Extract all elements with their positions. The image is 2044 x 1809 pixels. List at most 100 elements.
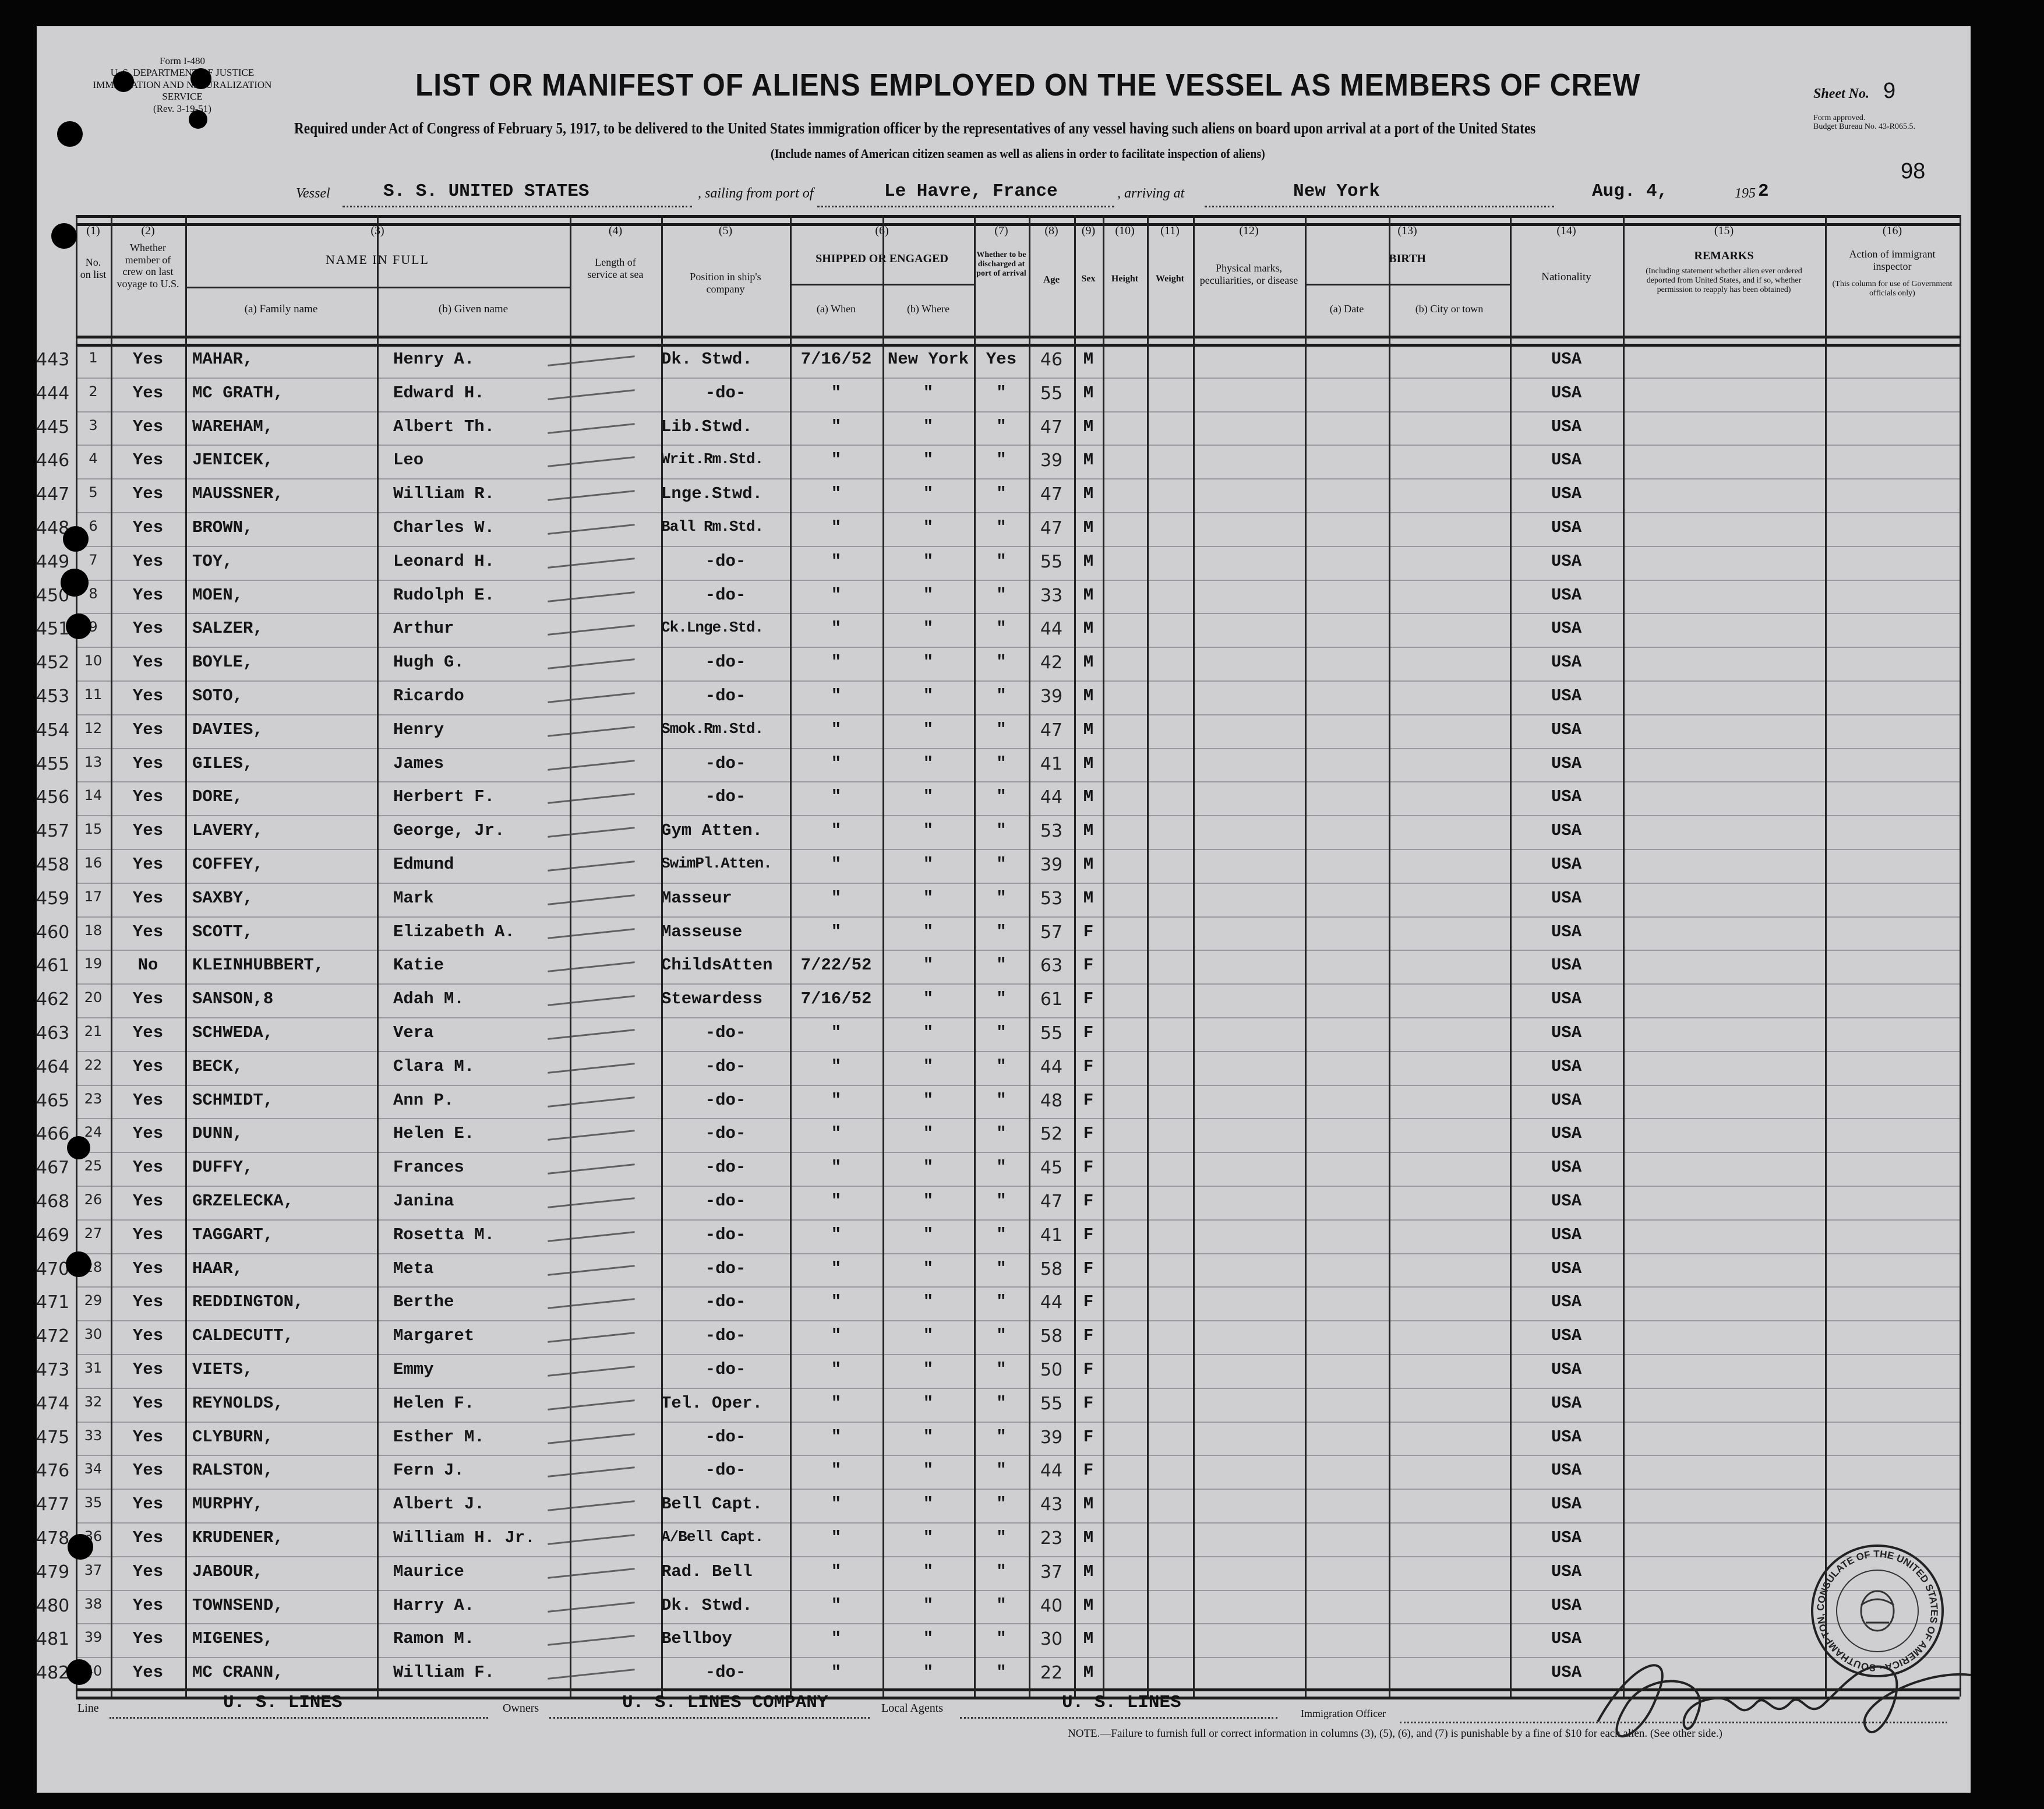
row-sex: M <box>1083 484 1094 504</box>
row-crew-last-voyage: Yes <box>132 1326 164 1346</box>
row-given-name: Hugh G. <box>393 653 464 672</box>
row-rule <box>76 983 1960 985</box>
row-crew-last-voyage: Yes <box>132 1528 164 1547</box>
row-crew-last-voyage: Yes <box>132 518 164 537</box>
row-shipped-when: " <box>831 1225 842 1244</box>
voyage-line: Vessel S. S. UNITED STATES , sailing fro… <box>296 178 1781 213</box>
row-age: 58 <box>1040 1258 1063 1279</box>
row-shipped-when: 7/16/52 <box>800 989 872 1009</box>
row-shipped-where: " <box>923 1595 934 1615</box>
header-given-name: (b) Given name <box>438 303 509 315</box>
row-sex: M <box>1083 1561 1094 1581</box>
row-age: 43 <box>1040 1494 1063 1515</box>
row-list-number: 6 <box>89 518 98 534</box>
column-rule <box>661 215 663 1697</box>
row-reference-number: 482 <box>36 1663 70 1684</box>
footer-agents: Line U. S. LINES Owners U. S. LINES COMP… <box>77 1692 2000 1727</box>
row-list-number: 39 <box>84 1629 103 1646</box>
row-age: 63 <box>1040 955 1063 976</box>
column-number-c5: (5) <box>718 224 733 237</box>
row-nationality: USA <box>1551 821 1582 841</box>
arriving-label: , arriving at <box>1117 186 1185 201</box>
row-rule <box>76 1118 1960 1120</box>
row-rule <box>76 478 1960 480</box>
row-age: 57 <box>1040 922 1063 943</box>
row-nationality: USA <box>1551 1461 1582 1480</box>
row-shipped-where: " <box>923 1360 934 1379</box>
row-discharge: " <box>996 1360 1007 1379</box>
row-given-name: Fern J. <box>393 1461 464 1480</box>
punch-hole <box>113 71 134 92</box>
row-reference-number: 456 <box>36 787 70 808</box>
header-birth: BIRTH <box>1389 252 1426 265</box>
row-shipped-where: New York <box>887 350 969 369</box>
row-crew-last-voyage: Yes <box>132 787 164 807</box>
row-position: -do- <box>705 653 746 672</box>
column-number-c6: (6) <box>875 224 889 237</box>
table-rule <box>76 223 1960 226</box>
row-discharge: " <box>996 1629 1007 1649</box>
sheet-label: Sheet No. <box>1813 86 1869 101</box>
row-shipped-where: " <box>923 1056 934 1076</box>
row-age: 44 <box>1040 1461 1063 1482</box>
row-position: -do- <box>705 1427 746 1447</box>
punch-hole <box>66 1251 91 1277</box>
row-shipped-where: " <box>923 1461 934 1480</box>
row-shipped-where: " <box>923 518 934 537</box>
row-reference-number: 475 <box>36 1427 70 1448</box>
row-position: Lnge.Stwd. <box>661 484 763 504</box>
row-age: 42 <box>1040 653 1063 673</box>
column-number-c8: (8) <box>1044 224 1058 237</box>
row-discharge: " <box>996 1427 1007 1447</box>
row-nationality: USA <box>1551 1528 1582 1547</box>
row-list-number: 4 <box>89 450 98 467</box>
row-given-name: Charles W. <box>393 518 495 537</box>
row-rule <box>76 1623 1960 1625</box>
row-sex: M <box>1083 821 1094 841</box>
row-discharge: Yes <box>986 350 1017 369</box>
row-discharge: " <box>996 1561 1007 1581</box>
row-nationality: USA <box>1551 1326 1582 1346</box>
row-given-name: Edward H. <box>393 383 485 403</box>
row-family-name: RALSTON, <box>192 1461 274 1480</box>
row-given-name: Edmund <box>393 855 454 874</box>
row-age: 23 <box>1040 1528 1063 1549</box>
row-rule <box>76 613 1960 615</box>
row-position: Lib.Stwd. <box>661 417 753 436</box>
row-shipped-when: " <box>831 1595 842 1615</box>
form-number: Form I-480 <box>160 55 205 66</box>
consulate-seal: CONSULATE OF THE UNITED STATES OF AMERIC… <box>1803 1532 1947 1681</box>
header-when: (a) When <box>816 303 856 315</box>
row-reference-number: 445 <box>36 417 70 438</box>
row-age: 39 <box>1040 1427 1063 1448</box>
row-shipped-where: " <box>923 383 934 403</box>
row-shipped-when: " <box>831 1023 842 1042</box>
row-family-name: WAREHAM, <box>192 417 274 436</box>
row-rule <box>76 579 1960 581</box>
row-discharge: " <box>996 1258 1007 1278</box>
row-family-name: KLEINHUBBERT, <box>192 955 324 975</box>
row-position: -do- <box>705 1023 746 1042</box>
row-shipped-when: " <box>831 1124 842 1144</box>
row-list-number: 25 <box>84 1158 103 1175</box>
row-given-name: Adah M. <box>393 989 464 1009</box>
row-shipped-where: " <box>923 1124 934 1144</box>
row-shipped-when: " <box>831 821 842 841</box>
row-position: -do- <box>705 1090 746 1110</box>
punch-hole <box>57 121 83 147</box>
local-agents-name: U. S. LINES <box>1062 1692 1181 1713</box>
row-shipped-when: " <box>831 888 842 908</box>
punch-hole <box>67 1136 90 1159</box>
row-rule <box>76 1320 1960 1322</box>
row-sex: F <box>1083 1090 1094 1110</box>
row-discharge: " <box>996 1494 1007 1514</box>
line-label: Line <box>77 1702 99 1715</box>
row-position: Dk. Stwd. <box>661 350 753 369</box>
row-reference-number: 451 <box>36 619 70 640</box>
header-inspector-note: (This column for use of Government offic… <box>1832 280 1953 298</box>
row-rule <box>76 445 1960 446</box>
row-shipped-when: " <box>831 551 842 571</box>
row-shipped-where: " <box>923 1191 934 1211</box>
row-discharge: " <box>996 1124 1007 1144</box>
row-age: 47 <box>1040 1191 1063 1212</box>
